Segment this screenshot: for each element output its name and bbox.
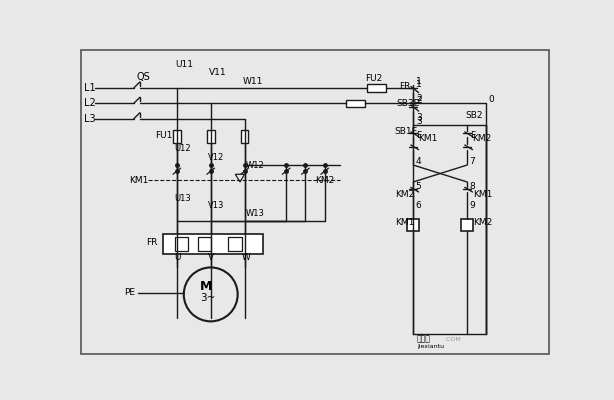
- Text: L3: L3: [85, 114, 96, 124]
- Text: L1: L1: [85, 83, 96, 93]
- Text: 3: 3: [416, 113, 422, 122]
- Text: U12: U12: [174, 144, 190, 152]
- Text: KM2: KM2: [473, 218, 492, 227]
- Bar: [207, 130, 214, 143]
- Text: KM1: KM1: [473, 190, 492, 199]
- Text: V13: V13: [208, 201, 224, 210]
- Text: KM1: KM1: [129, 176, 149, 185]
- Text: L2: L2: [85, 98, 96, 108]
- Text: KM2: KM2: [395, 190, 414, 199]
- Text: 接线图: 接线图: [417, 334, 431, 344]
- Text: 1: 1: [416, 80, 422, 90]
- Text: FR: FR: [399, 82, 411, 91]
- Text: SB1E: SB1E: [395, 127, 418, 136]
- Bar: [241, 130, 249, 143]
- Text: U11: U11: [176, 60, 193, 70]
- Text: FU2: FU2: [365, 74, 382, 83]
- Bar: [228, 238, 241, 250]
- Text: PE: PE: [125, 288, 136, 297]
- Text: 1: 1: [416, 77, 422, 86]
- Text: KM2: KM2: [472, 134, 491, 143]
- Text: 5: 5: [416, 182, 421, 191]
- Text: FR: FR: [146, 238, 157, 246]
- Text: 3: 3: [416, 117, 422, 126]
- Bar: [173, 130, 181, 143]
- Text: 7: 7: [470, 158, 475, 166]
- Text: 3~: 3~: [200, 293, 216, 303]
- Text: KM2: KM2: [316, 176, 335, 185]
- Text: V12: V12: [208, 153, 224, 162]
- Bar: [461, 219, 473, 231]
- Text: QS: QS: [136, 72, 150, 82]
- Text: 0: 0: [489, 95, 494, 104]
- Text: 2: 2: [416, 96, 422, 105]
- Bar: [163, 234, 263, 254]
- Text: W13: W13: [246, 209, 265, 218]
- Text: KM1: KM1: [395, 218, 414, 227]
- Bar: [346, 100, 365, 107]
- Text: V: V: [208, 253, 214, 262]
- Text: U13: U13: [174, 194, 190, 203]
- Text: M: M: [200, 280, 212, 293]
- Text: .COM: .COM: [444, 336, 460, 342]
- Text: E: E: [470, 131, 475, 140]
- Bar: [174, 238, 188, 250]
- Text: V11: V11: [209, 68, 227, 77]
- Text: KM1: KM1: [418, 134, 437, 143]
- Text: SB3E: SB3E: [396, 99, 419, 108]
- Text: W12: W12: [246, 160, 265, 170]
- Text: SB2: SB2: [465, 111, 483, 120]
- Text: 4: 4: [416, 158, 421, 166]
- Text: 9: 9: [470, 201, 475, 210]
- Text: FU1: FU1: [155, 130, 173, 140]
- Text: W: W: [241, 253, 251, 262]
- Text: E: E: [416, 131, 421, 140]
- Bar: [367, 84, 386, 92]
- Bar: [407, 219, 419, 231]
- Text: 8: 8: [470, 182, 475, 191]
- Text: 6: 6: [416, 201, 421, 210]
- Text: jiexiantu: jiexiantu: [417, 344, 444, 349]
- Bar: [198, 238, 211, 250]
- Text: W11: W11: [243, 77, 263, 86]
- Text: 2: 2: [416, 94, 422, 103]
- Text: U: U: [174, 253, 181, 262]
